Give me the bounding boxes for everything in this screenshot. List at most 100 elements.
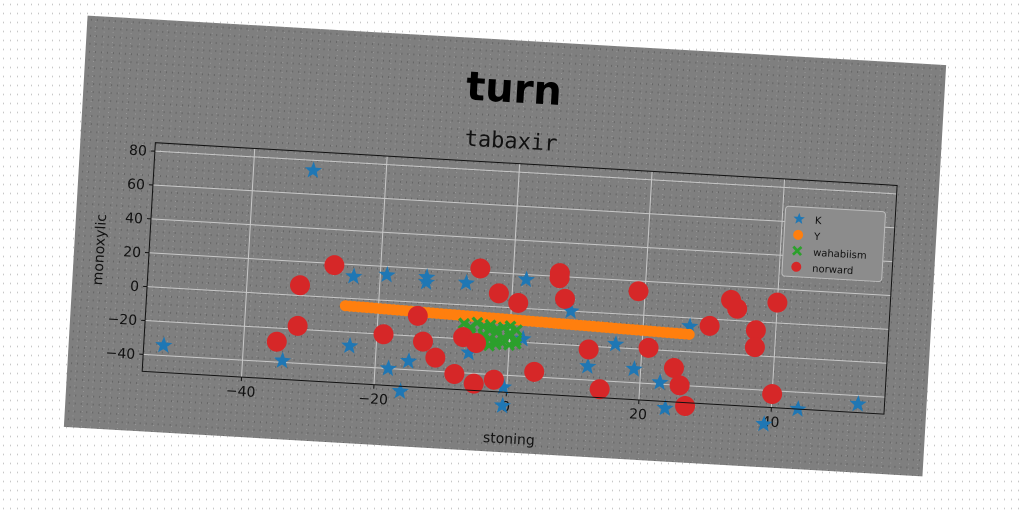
data-point <box>549 268 570 289</box>
data-point <box>407 305 428 326</box>
plot-frame <box>141 142 898 415</box>
x-tick-label: 20 <box>629 406 648 423</box>
data-point <box>656 399 674 416</box>
data-point <box>418 273 436 290</box>
y-tick-label: 0 <box>130 279 140 295</box>
data-point <box>483 324 497 337</box>
y-tick-label: 20 <box>123 244 142 261</box>
legend-marker-y <box>793 229 804 240</box>
series-wahabiism <box>457 316 523 352</box>
y-gridline <box>152 184 895 229</box>
legend-label-y: Y <box>813 232 822 243</box>
data-point <box>767 292 788 313</box>
data-point <box>378 265 396 283</box>
y-tick-label: 60 <box>127 177 146 194</box>
data-point <box>412 331 433 352</box>
data-point <box>669 375 690 396</box>
data-point <box>562 302 580 319</box>
data-point <box>663 358 684 379</box>
y-tick-label: 40 <box>125 210 144 227</box>
data-point <box>755 415 773 432</box>
data-point <box>638 337 659 358</box>
y-axis-label: monoxylic <box>90 214 110 286</box>
data-point <box>493 396 512 414</box>
data-point <box>345 267 363 285</box>
y-gridline <box>143 353 885 398</box>
data-point <box>503 326 517 340</box>
series-norward <box>266 255 788 417</box>
data-point <box>524 361 545 382</box>
figure-title: turn <box>465 64 563 115</box>
data-point <box>509 337 523 350</box>
chart-panel: turn tabaxir −40−2002040−40−20020406080 … <box>63 15 947 477</box>
data-point <box>508 292 529 313</box>
data-points <box>155 161 867 432</box>
legend-label-norward: norward <box>812 264 854 277</box>
data-point <box>289 275 310 296</box>
data-point <box>483 369 504 390</box>
data-point <box>466 332 487 353</box>
grid <box>143 148 897 408</box>
legend-label-k: K <box>815 216 823 227</box>
data-point <box>444 364 465 385</box>
legend-marker-wahabiism <box>792 245 803 256</box>
data-point <box>471 316 484 329</box>
data-point <box>425 347 446 368</box>
data-point <box>287 315 308 336</box>
data-point <box>155 336 173 353</box>
y-tick-label: −20 <box>107 311 137 329</box>
x-tick-label: −20 <box>358 391 388 409</box>
series-y <box>339 300 695 340</box>
data-point <box>579 357 597 374</box>
data-point <box>683 328 695 340</box>
data-point <box>789 400 807 417</box>
legend-label-wahabiism: wahabiism <box>813 248 867 262</box>
data-point <box>849 395 867 412</box>
data-point <box>744 337 765 358</box>
y-gridline <box>154 150 897 195</box>
data-point <box>699 315 720 336</box>
x-axis-label: stoning <box>483 430 536 449</box>
data-point <box>517 270 535 288</box>
data-point <box>628 281 649 302</box>
data-point <box>625 360 643 377</box>
data-point <box>578 339 599 360</box>
x-tick-label: −40 <box>225 383 255 401</box>
data-point <box>554 288 575 309</box>
data-point <box>675 396 696 417</box>
y-gridline <box>150 218 893 263</box>
legend-box <box>781 205 886 283</box>
series-k <box>155 161 867 432</box>
data-point <box>589 379 610 400</box>
data-point <box>607 335 625 352</box>
data-point <box>304 161 322 179</box>
data-point <box>400 352 418 369</box>
y-gridline <box>148 252 891 297</box>
chart-title: tabaxir <box>464 127 558 157</box>
data-point <box>651 373 669 391</box>
y-tick-label: 80 <box>129 143 148 160</box>
x-gridline <box>241 148 256 378</box>
data-point <box>495 378 513 395</box>
data-point <box>470 258 491 279</box>
legend-marker-norward <box>791 261 802 272</box>
data-point <box>488 283 509 304</box>
data-point <box>341 336 359 354</box>
scatter-chart: turn tabaxir −40−2002040−40−20020406080 … <box>90 64 898 449</box>
data-point <box>727 298 748 319</box>
data-point <box>373 324 394 345</box>
data-point <box>273 351 292 369</box>
data-point <box>460 343 478 361</box>
data-point <box>762 384 783 405</box>
data-point <box>463 373 484 394</box>
data-point <box>266 331 287 352</box>
x-gridline <box>373 156 388 385</box>
data-point <box>379 359 397 377</box>
x-gridline <box>505 163 521 393</box>
y-tick-label: −40 <box>105 345 135 363</box>
data-point <box>324 255 345 276</box>
data-point <box>457 273 475 291</box>
data-point <box>391 382 409 399</box>
